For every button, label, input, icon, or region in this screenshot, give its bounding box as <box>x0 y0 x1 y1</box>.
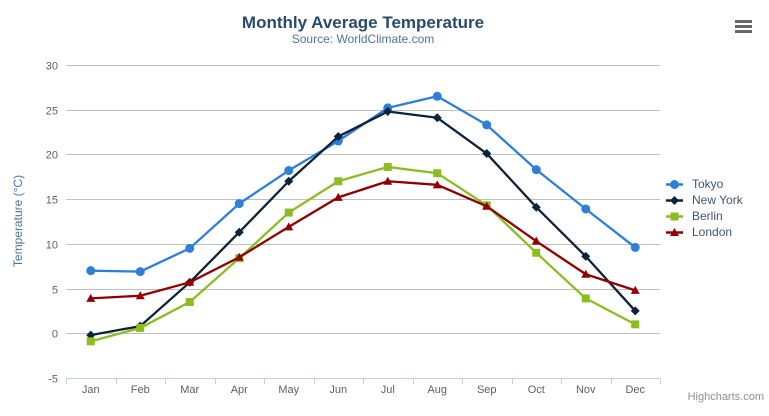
x-axis-tick-label: Sep <box>477 384 497 396</box>
data-point-new-york-aug[interactable] <box>432 113 442 123</box>
data-point-berlin-jul[interactable] <box>383 162 392 171</box>
data-point-new-york-nov[interactable] <box>581 251 591 261</box>
x-axis-tick-label: Jun <box>329 384 347 396</box>
data-point-london-nov[interactable] <box>581 269 591 278</box>
data-point-london-dec[interactable] <box>630 285 640 294</box>
x-axis-tick-label: Mar <box>180 384 199 396</box>
data-point-berlin-jun[interactable] <box>334 177 343 186</box>
data-point-london-may[interactable] <box>284 222 294 231</box>
data-point-new-york-jan[interactable] <box>86 330 96 340</box>
series-new-york <box>86 107 640 340</box>
legend-marker-tokyo[interactable] <box>670 179 679 189</box>
chart-menu-button[interactable] <box>731 15 757 37</box>
series-berlin-line <box>89 165 637 343</box>
data-point-new-york-may[interactable] <box>284 176 294 186</box>
data-point-london-oct[interactable] <box>531 236 541 245</box>
data-point-london-jun[interactable] <box>333 192 343 201</box>
hamburger-icon <box>735 19 753 33</box>
legend-symbol-triangle-icon <box>666 227 683 236</box>
data-point-tokyo-apr[interactable] <box>234 199 244 209</box>
data-point-london-mar[interactable] <box>185 277 195 286</box>
data-point-london-sep[interactable] <box>482 201 492 210</box>
y-axis-tick-label: 20 <box>46 150 58 162</box>
x-axis-tick-label: Jul <box>381 384 395 396</box>
data-point-tokyo-nov[interactable] <box>581 204 591 214</box>
data-point-london-apr[interactable] <box>234 252 244 261</box>
legend-label-new-york: New York <box>692 193 743 207</box>
series-tokyo <box>86 91 640 277</box>
data-point-berlin-dec[interactable] <box>631 320 640 329</box>
gridlines <box>66 65 660 379</box>
legend-marker-berlin[interactable] <box>670 212 679 220</box>
data-point-new-york-oct[interactable] <box>531 202 541 212</box>
y-axis-tick-label: 10 <box>46 240 58 252</box>
x-axis-tick-label: Apr <box>231 384 248 396</box>
y-axis-title: Temperature (°C) <box>11 175 25 267</box>
y-axis-tick-label: 5 <box>52 285 58 297</box>
series-london-line <box>89 180 637 300</box>
y-axis-tick-label: 25 <box>46 106 58 118</box>
y-axis-tick-label: -5 <box>48 374 58 386</box>
x-axis-tick-label: Oct <box>528 384 545 396</box>
data-point-tokyo-jan[interactable] <box>86 266 96 276</box>
data-point-london-jan[interactable] <box>86 293 96 302</box>
data-point-berlin-aug[interactable] <box>433 169 442 178</box>
chart-subtitle: Source: WorldClimate.com <box>292 32 435 46</box>
legend-label-berlin: Berlin <box>692 209 723 223</box>
data-point-london-jul[interactable] <box>383 176 393 185</box>
x-axis-tick-label: Jan <box>82 384 100 396</box>
y-axis-labels: -5 0 5 10 15 20 25 30 <box>46 61 58 386</box>
legend-symbol-circle-icon <box>666 179 683 189</box>
legend-label-tokyo: Tokyo <box>692 177 724 191</box>
data-point-berlin-mar[interactable] <box>185 297 194 306</box>
series-new-york-line <box>89 110 637 337</box>
data-point-tokyo-aug[interactable] <box>432 91 442 101</box>
data-point-tokyo-dec[interactable] <box>630 242 640 252</box>
data-point-london-feb[interactable] <box>135 291 145 300</box>
data-point-tokyo-oct[interactable] <box>531 165 541 175</box>
legend-label-london: London <box>692 225 733 239</box>
legend-item-new-york[interactable]: New York <box>666 192 743 208</box>
x-axis-tick-label: Feb <box>131 384 150 396</box>
legend-symbol-square-icon <box>666 212 683 220</box>
data-point-tokyo-mar[interactable] <box>185 243 195 253</box>
data-point-new-york-dec[interactable] <box>630 306 640 316</box>
x-axis-tick-label: Aug <box>427 384 447 396</box>
data-point-new-york-sep[interactable] <box>482 149 492 159</box>
data-point-new-york-apr[interactable] <box>234 227 244 237</box>
series-tokyo-line <box>89 95 637 273</box>
data-point-berlin-jan[interactable] <box>86 337 95 346</box>
data-point-new-york-jul[interactable] <box>383 107 393 117</box>
series-layer <box>86 91 640 346</box>
x-axis-tick-label: Nov <box>576 384 596 396</box>
data-point-london-aug[interactable] <box>432 180 442 189</box>
x-axis-tick-label: May <box>278 384 299 396</box>
legend: Tokyo New York Berlin London <box>666 176 743 240</box>
legend-marker-new-york[interactable] <box>670 195 679 205</box>
legend-marker-london[interactable] <box>670 227 679 236</box>
legend-item-tokyo[interactable]: Tokyo <box>666 176 743 192</box>
data-point-tokyo-may[interactable] <box>284 166 294 176</box>
legend-item-berlin[interactable]: Berlin <box>666 208 743 224</box>
legend-symbol-diamond-icon <box>666 195 683 205</box>
data-point-new-york-jun[interactable] <box>333 132 343 142</box>
data-point-berlin-nov[interactable] <box>581 294 590 303</box>
y-axis-tick-label: 0 <box>52 329 58 341</box>
data-point-tokyo-sep[interactable] <box>482 120 492 130</box>
x-axis: Jan Feb Mar Apr May Jun Jul Aug Sep Oct Nov Dec <box>66 378 661 396</box>
y-axis-tick-label: 30 <box>46 61 58 73</box>
series-london <box>86 176 640 302</box>
credits-link[interactable]: Highcharts.com <box>687 391 764 403</box>
y-axis-tick-label: 15 <box>46 195 58 207</box>
legend-item-london[interactable]: London <box>666 224 743 240</box>
data-point-berlin-oct[interactable] <box>532 248 541 257</box>
data-point-berlin-may[interactable] <box>284 208 293 217</box>
chart-title: Monthly Average Temperature <box>242 13 484 32</box>
data-point-berlin-feb[interactable] <box>136 323 145 332</box>
data-point-tokyo-feb[interactable] <box>135 267 145 277</box>
x-axis-tick-label: Dec <box>625 384 645 396</box>
